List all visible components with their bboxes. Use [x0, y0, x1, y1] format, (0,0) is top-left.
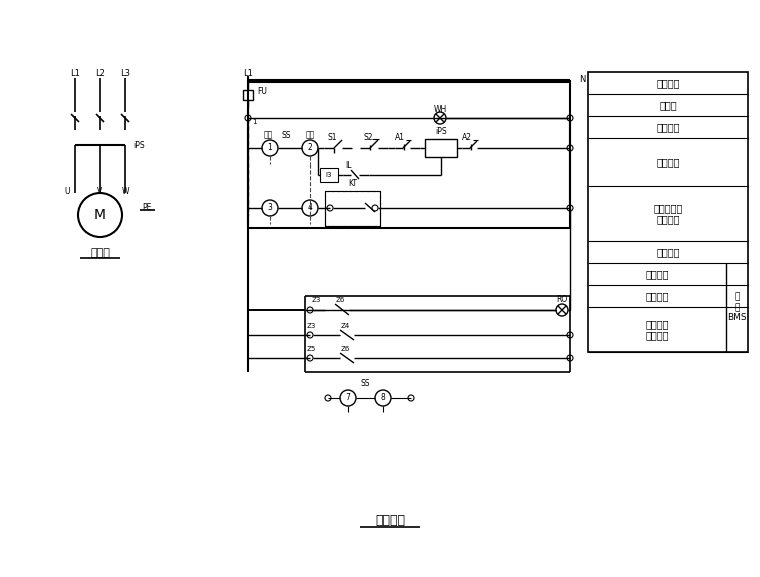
- Text: iPS: iPS: [133, 141, 144, 149]
- Text: 熔断器: 熔断器: [659, 100, 677, 110]
- Bar: [320, 168, 338, 182]
- Text: 2: 2: [308, 144, 312, 152]
- Text: L1: L1: [70, 69, 80, 77]
- Text: 发电机启动
信号控制: 发电机启动 信号控制: [654, 203, 682, 224]
- Circle shape: [567, 355, 573, 361]
- Text: 控制原理: 控制原理: [375, 514, 405, 526]
- Text: RO: RO: [556, 295, 568, 305]
- Text: PE: PE: [142, 203, 152, 212]
- Text: Z6: Z6: [335, 297, 345, 303]
- Circle shape: [307, 307, 313, 313]
- Circle shape: [340, 390, 356, 406]
- Text: 3: 3: [268, 204, 272, 212]
- Text: SS: SS: [360, 380, 370, 388]
- Text: 1: 1: [252, 119, 256, 125]
- Text: 运行信号: 运行信号: [645, 269, 669, 279]
- Text: L1: L1: [243, 69, 253, 78]
- Bar: [425, 139, 457, 157]
- Text: 4: 4: [308, 204, 312, 212]
- Circle shape: [327, 205, 333, 211]
- Circle shape: [245, 115, 251, 121]
- Text: 运行指示: 运行指示: [656, 247, 679, 257]
- Text: 转换开关
位置信号: 转换开关 位置信号: [645, 319, 669, 340]
- Text: 7: 7: [346, 394, 350, 403]
- Text: L2: L2: [95, 69, 105, 77]
- Text: S1: S1: [328, 133, 337, 143]
- Text: Z4: Z4: [340, 323, 350, 329]
- Text: A2: A2: [462, 133, 472, 143]
- Circle shape: [307, 332, 313, 338]
- Text: 故障信号: 故障信号: [645, 291, 669, 301]
- Circle shape: [262, 140, 278, 156]
- Bar: [325, 190, 380, 226]
- Text: 手动控制: 手动控制: [656, 157, 679, 167]
- Circle shape: [307, 355, 313, 361]
- Bar: [325, 190, 380, 226]
- Text: U: U: [65, 188, 70, 197]
- Text: KT: KT: [348, 179, 357, 188]
- Text: Z3: Z3: [306, 323, 315, 329]
- Text: 控制电源: 控制电源: [656, 78, 679, 88]
- Text: Z5: Z5: [306, 346, 315, 352]
- Text: M: M: [94, 208, 106, 222]
- Text: Z3: Z3: [312, 297, 321, 303]
- Circle shape: [375, 390, 391, 406]
- Circle shape: [325, 395, 331, 401]
- Circle shape: [434, 112, 446, 124]
- Text: 电源指示: 电源指示: [656, 122, 679, 132]
- Circle shape: [262, 200, 278, 216]
- Text: 主回路: 主回路: [90, 248, 110, 258]
- Circle shape: [567, 115, 573, 121]
- Text: V: V: [97, 188, 103, 197]
- Bar: [243, 89, 253, 99]
- Text: L3: L3: [120, 69, 130, 77]
- Circle shape: [78, 193, 122, 237]
- Text: IL: IL: [345, 160, 351, 170]
- Text: A1: A1: [395, 133, 405, 143]
- Text: N: N: [579, 74, 585, 84]
- Text: SS: SS: [281, 130, 291, 140]
- Text: W: W: [122, 188, 128, 197]
- Text: l3: l3: [326, 172, 332, 178]
- Text: iPS: iPS: [435, 128, 447, 137]
- Text: 自动: 自动: [306, 130, 315, 140]
- Circle shape: [567, 205, 573, 211]
- Text: WH: WH: [433, 104, 447, 114]
- Circle shape: [567, 332, 573, 338]
- Circle shape: [302, 200, 318, 216]
- Circle shape: [408, 395, 414, 401]
- Circle shape: [372, 205, 378, 211]
- Text: 8: 8: [381, 394, 385, 403]
- Text: 楼
回
BMS: 楼 回 BMS: [727, 293, 747, 323]
- Circle shape: [556, 304, 568, 316]
- Bar: [588, 72, 748, 352]
- Circle shape: [567, 145, 573, 151]
- Text: Z6: Z6: [340, 346, 350, 352]
- Text: 手动: 手动: [264, 130, 273, 140]
- Text: FU: FU: [257, 87, 267, 96]
- Circle shape: [302, 140, 318, 156]
- Text: 1: 1: [268, 144, 272, 152]
- Text: S2: S2: [363, 133, 372, 143]
